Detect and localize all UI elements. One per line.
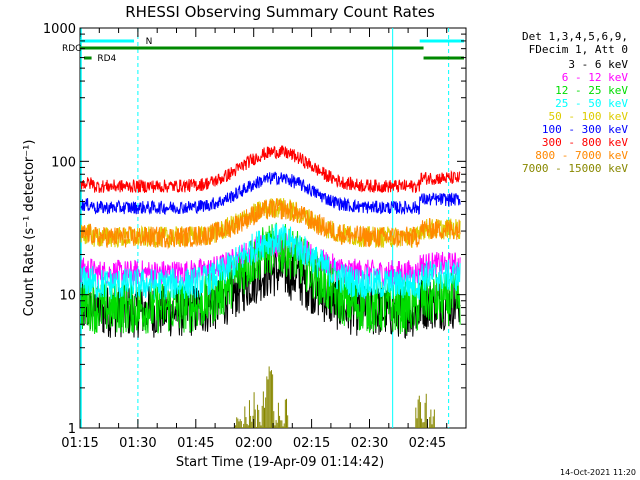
legend-entry: 3 - 6 keV (568, 58, 628, 71)
y-tick-label: 1 (68, 422, 76, 437)
footer-date: 14-Oct-2021 11:20 (560, 468, 636, 477)
legend-entry: 100 - 300 keV (541, 123, 628, 136)
legend-entry: 800 - 7000 keV (535, 149, 628, 162)
y-tick-label: 100 (51, 155, 76, 170)
series-line (80, 224, 461, 300)
flag-label-rd4: RD4 (97, 54, 116, 64)
legend-entry: 300 - 800 keV (541, 136, 628, 149)
x-tick-label: 02:15 (293, 436, 330, 451)
y-tick-label: 10 (59, 289, 76, 304)
flag-label-n: N (146, 37, 153, 47)
chart-title: RHESSI Observing Summary Count Rates (125, 3, 435, 21)
legend-entry: 25 - 50 keV (555, 97, 628, 110)
x-tick-label: 02:30 (351, 436, 388, 451)
legend-entry: 12 - 25 keV (555, 84, 628, 97)
flag-label-rdc: RDC (62, 44, 81, 54)
x-axis-label: Start Time (19-Apr-09 01:14:42) (176, 455, 384, 470)
series-line (80, 198, 461, 250)
legend-header-line-2: FDecim 1, Att 0 (528, 43, 628, 56)
legend-entry: 50 - 100 keV (548, 110, 628, 123)
series-line (80, 145, 461, 193)
y-axis-label: Count Rate (s⁻¹ detector⁻¹) (22, 140, 37, 317)
series-300-800kev (80, 145, 461, 193)
vertical-markers (80, 28, 450, 428)
y-tick-label: 1000 (43, 22, 76, 37)
x-tick-label: 02:45 (409, 436, 446, 451)
x-tick-label: 01:30 (119, 436, 156, 451)
x-tick-label: 01:45 (177, 436, 214, 451)
x-tick-label: 02:00 (235, 436, 272, 451)
x-tick-label: 01:15 (61, 436, 98, 451)
legend-header-line-1: Det 1,3,4,5,6,9, (522, 30, 628, 43)
y-axis: 1 10 100 1000 (43, 22, 466, 437)
flag-bars: N RDC RD4 (62, 37, 464, 64)
series-800-7000kev (80, 198, 461, 250)
series-line (80, 171, 461, 216)
series-100-300kev (80, 171, 461, 216)
series-7000-15000kev (233, 366, 435, 428)
legend-entry: 7000 - 15000 keV (522, 162, 628, 175)
legend-entry: 6 - 12 keV (561, 71, 628, 84)
series-25-50kev (80, 224, 461, 300)
x-axis: 01:15 01:30 01:45 02:00 02:15 02:30 02:45 (61, 28, 448, 451)
series-group (80, 145, 461, 428)
